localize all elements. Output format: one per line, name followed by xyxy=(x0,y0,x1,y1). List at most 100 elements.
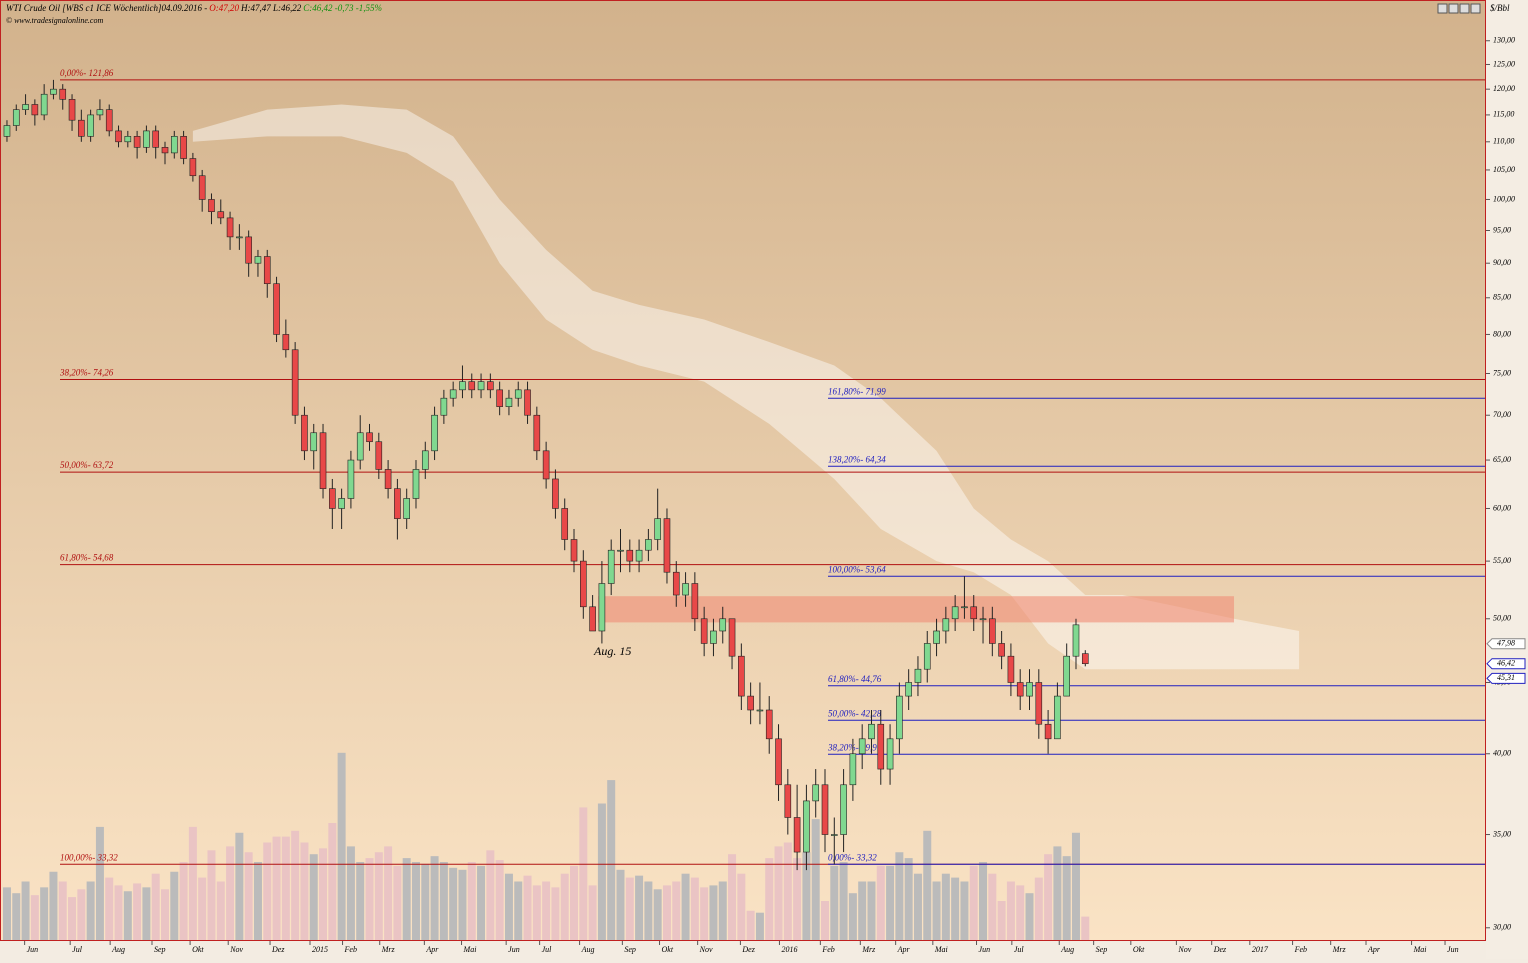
x-tick-label: Apr xyxy=(425,945,439,954)
volume-bar xyxy=(811,819,820,940)
y-tick-label: 40,00 xyxy=(1493,749,1511,758)
volume-bar xyxy=(579,807,588,940)
x-tick-label: Jun xyxy=(508,945,520,954)
volume-bar xyxy=(319,848,328,940)
candle-body xyxy=(236,236,243,239)
volume-bar xyxy=(49,871,58,940)
x-tick-label: Aug xyxy=(581,945,595,954)
price-marker xyxy=(1486,638,1526,650)
fib-label: 38,20%- 39,97 xyxy=(827,742,882,752)
candle-body xyxy=(1016,682,1024,697)
volume-bar xyxy=(449,867,458,940)
header-part: WTI Crude Oil [WBS c1 ICE Wöchentlich]04… xyxy=(6,3,207,13)
candle-body xyxy=(784,784,792,818)
x-tick-label: Jun xyxy=(1447,945,1459,954)
fib-label: 161,80%- 71,99 xyxy=(828,386,886,396)
volume-bar xyxy=(188,826,197,940)
volume-bar xyxy=(281,836,290,940)
x-tick-label: Feb xyxy=(344,945,357,954)
volume-bar xyxy=(179,862,188,940)
scroll-left-button[interactable] xyxy=(1437,3,1448,14)
volume-bar xyxy=(848,893,857,940)
volume-bar xyxy=(969,865,978,940)
volume-bar xyxy=(393,865,402,940)
candle-body xyxy=(468,381,476,391)
volume-bar xyxy=(430,856,439,940)
candle-body xyxy=(459,381,466,391)
plot-border xyxy=(0,0,1486,941)
y-tick-label: 105,00 xyxy=(1493,165,1515,174)
volume-bar xyxy=(337,752,346,940)
volume-bar xyxy=(504,873,513,940)
volume-bar xyxy=(932,881,941,940)
volume-bar xyxy=(291,830,300,940)
volume-bar xyxy=(161,889,169,940)
x-tick-label: Jul xyxy=(72,945,83,954)
scroll-right-button[interactable] xyxy=(1448,3,1459,14)
volume-bar xyxy=(2,887,11,940)
volume-bar xyxy=(913,873,922,940)
close-button[interactable] xyxy=(1470,3,1481,14)
volume-bar xyxy=(979,862,988,940)
candle-body xyxy=(552,478,559,509)
candle-body xyxy=(719,618,727,632)
candle-body xyxy=(775,738,782,786)
candle-body xyxy=(691,583,699,620)
x-tick-label: Mai xyxy=(934,945,948,954)
x-tick-label: Dez xyxy=(1213,945,1227,954)
volume-bar xyxy=(607,780,616,940)
candle-body xyxy=(105,109,113,132)
candle-body xyxy=(1081,653,1089,665)
volume-bar xyxy=(858,881,867,940)
candle-body xyxy=(747,695,754,711)
volume-bar xyxy=(597,803,606,940)
candle-body xyxy=(133,136,141,148)
header-part: O:47,20 xyxy=(209,3,239,13)
volume-bar xyxy=(941,873,950,940)
volume-bar xyxy=(821,901,829,940)
candle-body xyxy=(310,432,318,452)
candle-body xyxy=(561,508,569,540)
candle-body xyxy=(626,549,634,562)
candle-body xyxy=(1026,682,1033,697)
volume-bar xyxy=(783,842,792,940)
candle-body xyxy=(189,158,197,177)
restore-button[interactable] xyxy=(1459,3,1470,14)
volume-bar xyxy=(58,881,67,940)
volume-bar xyxy=(77,889,86,940)
candle-body xyxy=(589,606,596,632)
candle-body xyxy=(356,432,364,461)
x-tick-label: Mrz xyxy=(1332,945,1347,954)
volume-bar xyxy=(467,862,476,940)
candle-body xyxy=(226,217,234,238)
candle-body xyxy=(1072,624,1080,657)
candle-body xyxy=(877,723,885,770)
x-tick-label: Aug xyxy=(111,945,125,954)
x-tick-label: Jun xyxy=(27,945,39,954)
candle-body xyxy=(672,571,680,596)
candle-body xyxy=(868,723,875,740)
candle-body xyxy=(1054,695,1061,740)
y-tick-label: 80,00 xyxy=(1493,329,1511,338)
price-marker xyxy=(1486,658,1526,670)
x-tick-label: 2015 xyxy=(312,945,328,954)
candle-body xyxy=(970,606,978,620)
candle-body xyxy=(180,136,187,159)
volume-bar xyxy=(1062,856,1071,940)
volume-bar xyxy=(876,865,885,940)
candle-body xyxy=(124,136,132,143)
volume-bar xyxy=(356,862,365,940)
candle-body xyxy=(961,606,968,609)
volume-bar xyxy=(1034,877,1043,940)
candle-body xyxy=(812,784,820,802)
candle-body xyxy=(3,125,11,137)
candle-body xyxy=(412,469,420,499)
x-tick-label: Apr xyxy=(1367,945,1381,954)
y-tick-label: 95,00 xyxy=(1493,225,1511,234)
x-tick-label: Dez xyxy=(271,945,285,954)
candle-body xyxy=(580,560,587,608)
volume-bar xyxy=(244,852,253,940)
candle-body xyxy=(830,834,838,836)
fib-label: 100,00%- 33,32 xyxy=(60,852,118,862)
candle-body xyxy=(617,549,624,552)
